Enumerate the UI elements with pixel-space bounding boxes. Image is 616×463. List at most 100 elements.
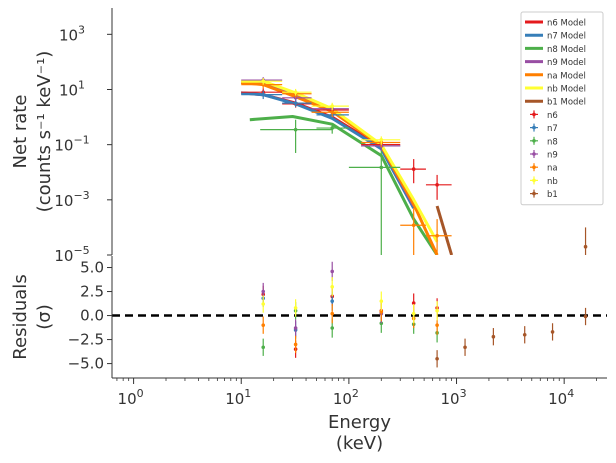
data-point: [361, 136, 401, 145]
residual-point: [550, 323, 555, 341]
residual-point: [261, 316, 266, 334]
residual-point: [583, 307, 588, 326]
residuals-panel: 5.0 2.5 0.0 −2.5 −5.0 100 101 102 103 104 Residu…: [10, 256, 607, 454]
rate-axis-ticks: 103 101 10−1 10−3 10−5: [54, 23, 112, 265]
residual-series-n6: [261, 285, 439, 358]
legend-entry: n8: [530, 136, 558, 147]
legend: n6 Model n7 Model n8 Model n9 Model na Model…: [520, 11, 604, 206]
residual-point: [330, 304, 335, 324]
energy-tick-label: 101: [225, 387, 251, 408]
legend-entry: n6: [530, 110, 558, 121]
legend-label: nb Model: [547, 85, 586, 95]
legend-label: na Model: [547, 71, 586, 81]
legend-label: n9: [547, 151, 558, 161]
residual-point: [261, 338, 266, 356]
residual-points: [261, 261, 588, 368]
residual-series-b1: [435, 307, 588, 368]
residual-tick-label: 2.5: [80, 283, 104, 301]
residuals-axis-unit: (σ): [34, 304, 55, 329]
legend-entry: n7: [530, 123, 558, 134]
rate-axis-label: Net rate: [10, 95, 31, 169]
legend-label: n8 Model: [547, 45, 586, 55]
legend-label: na: [547, 164, 558, 174]
legend-entry: na Model: [525, 71, 586, 81]
residual-point: [293, 299, 298, 317]
energy-tick-label: 100: [118, 387, 144, 408]
residual-point: [330, 277, 335, 297]
energy-axis-unit: (keV): [336, 433, 383, 454]
model-line-n8: [249, 115, 439, 255]
residual-series-n7: [261, 289, 384, 339]
data-series-n6: [241, 88, 452, 200]
legend-label: b1: [547, 190, 558, 200]
legend-entry: nb: [530, 176, 558, 187]
data-point: [400, 159, 426, 184]
data-points: [241, 77, 588, 255]
rate-tick-label: 10−1: [54, 134, 89, 155]
legend-label: n8: [547, 137, 558, 147]
rate-tick-label: 101: [59, 78, 85, 99]
residual-point: [293, 319, 298, 337]
data-point: [311, 102, 349, 111]
data-series-nb: [241, 78, 401, 145]
energy-tick-label: 103: [440, 387, 466, 408]
data-series-b1: [583, 227, 588, 255]
residual-series-n9: [261, 261, 384, 337]
legend-label: b1 Model: [547, 98, 586, 108]
data-series-n8: [260, 119, 401, 255]
data-point: [425, 219, 452, 255]
data-point: [400, 208, 426, 255]
residual-series-n8: [261, 302, 439, 356]
residual-point: [435, 301, 439, 321]
data-point: [260, 119, 333, 153]
data-point: [583, 227, 588, 255]
data-point: [282, 88, 312, 96]
data-point: [348, 150, 401, 255]
legend-entry: n9 Model: [525, 58, 586, 68]
residual-tick-label: −5.0: [68, 355, 104, 373]
data-point: [316, 123, 349, 134]
legend-entry: n6 Model: [525, 19, 586, 29]
model-line-b1: [435, 205, 454, 255]
residual-point: [522, 326, 527, 344]
residual-tick-label: 5.0: [80, 259, 104, 277]
legend-label: n7: [547, 124, 558, 134]
energy-tick-label: 104: [548, 387, 574, 408]
legend-label: nb: [547, 177, 558, 187]
legend-label: n7 Model: [547, 32, 586, 42]
legend-label: n9 Model: [547, 58, 586, 68]
model-line-nb: [241, 79, 439, 243]
residuals-axis-ticks: 5.0 2.5 0.0 −2.5 −5.0: [68, 259, 112, 373]
residual-point: [411, 304, 416, 324]
residual-point: [293, 335, 298, 354]
data-point: [241, 90, 283, 100]
data-point: [241, 78, 283, 85]
residual-point: [379, 291, 384, 311]
legend-entry: nb Model: [525, 85, 586, 95]
residual-tick-label: −2.5: [68, 331, 104, 349]
legend-entry: na: [530, 163, 558, 174]
rate-tick-label: 10−5: [54, 244, 89, 265]
rate-axis-unit: (counts s⁻¹ keV⁻¹): [34, 51, 55, 213]
legend-entry: b1 Model: [525, 98, 586, 108]
data-point: [425, 174, 452, 200]
energy-tick-label: 102: [333, 387, 359, 408]
rate-panel: 103 101 10−1 10−3 10−5 Net rate (counts s⁻¹ …: [10, 8, 604, 265]
legend-label: n6: [547, 111, 558, 121]
residual-series-nb: [261, 277, 439, 324]
legend-entry: n7 Model: [525, 32, 586, 42]
model-lines: [241, 79, 454, 255]
residual-series-na: [261, 302, 439, 354]
energy-axis-ticks: 100 101 102 103 104: [116, 378, 597, 408]
residuals-axis-label: Residuals: [10, 274, 31, 359]
rate-tick-label: 10−3: [54, 189, 89, 210]
residual-point: [435, 350, 439, 368]
legend-label: n6 Model: [547, 19, 586, 29]
residual-point: [261, 295, 266, 313]
legend-entry: n8 Model: [525, 45, 586, 55]
residual-point: [491, 328, 496, 346]
legend-entry: n9: [530, 150, 558, 161]
legend-entry: b1: [530, 189, 558, 200]
residual-tick-label: 0.0: [80, 307, 104, 325]
